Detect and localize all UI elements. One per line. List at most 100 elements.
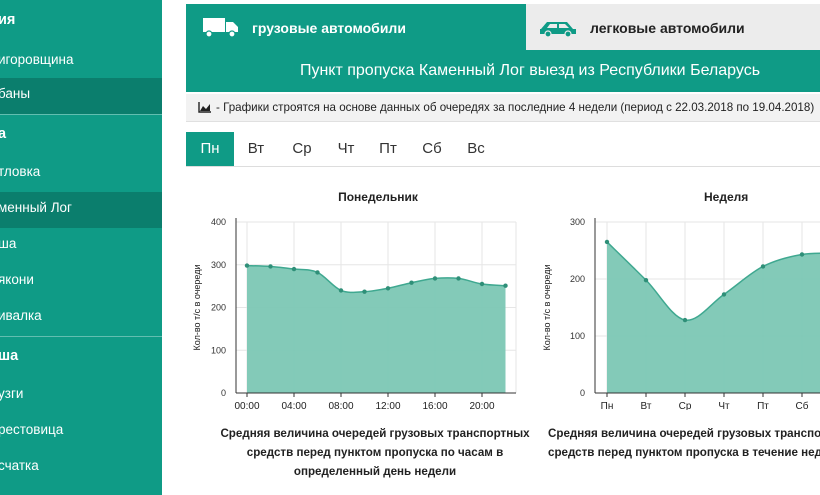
sidebar: ия игоровщина баны а тловка менный Лог ша якони… xyxy=(0,0,162,495)
sidebar-item-label: тловка xyxy=(0,164,41,179)
chart-2-x-tick-label: Ср xyxy=(679,401,692,410)
sidebar-item[interactable]: узги xyxy=(0,378,162,412)
area-chart-icon xyxy=(198,102,211,113)
chart-1-data-point xyxy=(291,266,297,272)
chart-1-y-tick-label: 400 xyxy=(211,217,226,227)
chart-1-x-tick-label: 20:00 xyxy=(469,401,494,410)
day-tab[interactable]: Пн xyxy=(186,132,234,166)
chart-1-y-tick-label: 300 xyxy=(211,260,226,270)
chart-2-x-tick-label: Пт xyxy=(757,401,769,410)
day-tab[interactable]: Чт xyxy=(337,140,355,157)
chart-2-x-tick-label: Чт xyxy=(718,401,730,410)
chart-2-y-axis-label: Кол-во т/с в очереди xyxy=(542,265,552,351)
chart-2-y-tick-label: 100 xyxy=(570,331,585,341)
sidebar-item[interactable]: счатка xyxy=(0,450,162,484)
sidebar-item-label: ия xyxy=(0,12,16,28)
sidebar-item[interactable]: ивалка xyxy=(0,300,162,334)
sidebar-item-label: узги xyxy=(0,386,24,401)
day-tabs-divider xyxy=(186,166,820,167)
chart-1-data-point xyxy=(362,289,367,294)
chart-2-x-tick-label: Пн xyxy=(601,401,614,410)
chart-2-y-tick-label: 300 xyxy=(570,217,585,227)
sidebar-divider xyxy=(0,336,162,337)
chart-1-y-tick-label: 0 xyxy=(221,388,226,398)
chart-2-data-point xyxy=(760,264,766,269)
chart-2-x-tick-label: Сб xyxy=(796,400,809,410)
chart-monday-hourly: 0 100 200 300 400 00:00 04:00 08:00 12:00 16:00 20… xyxy=(192,217,517,410)
chart-1-x-tick-label: 08:00 xyxy=(328,401,353,410)
sidebar-item[interactable]: менный Лог xyxy=(0,192,162,228)
chart-2-area xyxy=(607,241,820,393)
day-tab[interactable]: Вс xyxy=(467,140,485,157)
sidebar-item-label: ша xyxy=(0,348,19,364)
tab-cars-label: легковые автомобили xyxy=(590,20,745,36)
chart-2-caption: Средняя величина очередей грузовых транс… xyxy=(548,424,820,462)
data-period-note: - Графики строятся на основе данных об о… xyxy=(186,94,820,122)
day-tab[interactable]: Ср xyxy=(292,140,312,157)
sidebar-item-label: баны xyxy=(0,86,31,101)
sidebar-item-label: менный Лог xyxy=(0,200,72,215)
chart-1-x-tick-label: 12:00 xyxy=(375,401,400,410)
chart-1-data-point xyxy=(244,263,250,268)
chart-2-data-point xyxy=(682,317,688,323)
chart-1-data-point xyxy=(315,270,320,275)
chart-1-title: Понедельник xyxy=(338,190,418,204)
chart-1-data-point xyxy=(503,283,508,288)
note-text: - Графики строятся на основе данных об о… xyxy=(216,101,815,114)
page-title: Пункт пропуска Каменный Лог выезд из Рес… xyxy=(186,50,820,92)
day-tab[interactable]: Вт xyxy=(247,140,265,157)
chart-2-data-point xyxy=(721,292,727,297)
sidebar-item[interactable]: игоровщина xyxy=(0,44,162,78)
sidebar-item-label: ша xyxy=(0,236,17,251)
chart-1-data-point xyxy=(432,276,438,281)
chart-2-y-tick-label: 0 xyxy=(580,388,585,398)
chart-2-data-point xyxy=(799,252,805,257)
sidebar-item[interactable]: якони xyxy=(0,264,162,298)
chart-1-data-point xyxy=(338,288,344,293)
sidebar-item-label: игоровщина xyxy=(0,52,74,67)
sidebar-item-label: ивалка xyxy=(0,308,42,323)
chart-1-caption-line: Средняя величина очередей грузовых транс… xyxy=(220,427,530,440)
sidebar-item[interactable]: баны xyxy=(0,78,162,114)
chart-2-title: Неделя xyxy=(704,190,749,204)
chart-1-y-tick-label: 100 xyxy=(211,345,226,355)
sidebar-item[interactable]: ша xyxy=(0,228,162,262)
chart-weekly: 0 100 200 300 Пн Вт Ср Чт Пт Сб Кол-во т/с в очере… xyxy=(542,217,820,410)
chart-1-caption: Средняя величина очередей грузовых транс… xyxy=(210,424,540,481)
day-tab[interactable]: Пт xyxy=(379,140,397,157)
sidebar-item-label: якони xyxy=(0,272,34,287)
sidebar-group-heading: ша xyxy=(0,340,162,374)
chart-1-area xyxy=(247,265,506,393)
sidebar-group-heading: ия xyxy=(0,4,162,38)
sidebar-item-label: счатка xyxy=(0,458,39,473)
chart-1-data-point xyxy=(479,281,485,287)
chart-2-x-tick-label: Вт xyxy=(641,401,652,410)
chart-2-data-point xyxy=(604,239,610,245)
sidebar-item[interactable]: рестовица xyxy=(0,414,162,448)
chart-1-data-point xyxy=(409,280,414,285)
sidebar-group-heading: а xyxy=(0,118,162,152)
chart-2-y-tick-label: 200 xyxy=(570,274,585,284)
day-tab[interactable]: Сб xyxy=(422,140,442,157)
chart-2-caption-line: Средняя величина очередей грузовых транс… xyxy=(548,427,820,440)
sidebar-divider xyxy=(0,114,162,115)
chart-1-y-axis-label: Кол-во т/с в очереди xyxy=(192,265,202,351)
chart-1-caption-line: определенный день недели xyxy=(293,465,457,478)
chart-1-caption-line: средств перед пунктом пропуска по часам … xyxy=(246,446,504,459)
chart-1-y-tick-label: 200 xyxy=(211,303,226,313)
chart-1-data-point xyxy=(268,264,273,269)
chart-1-data-point xyxy=(456,276,461,281)
chart-1-x-tick-label: 00:00 xyxy=(234,401,259,410)
tab-passenger-cars[interactable]: легковые автомобили xyxy=(526,4,820,50)
car-icon xyxy=(540,22,576,38)
sidebar-item[interactable]: тловка xyxy=(0,156,162,190)
chart-1-x-tick-label: 04:00 xyxy=(281,401,306,410)
sidebar-item-label: рестовица xyxy=(0,422,64,437)
chart-2-caption-line: средств перед пунктом пропуска в течение… xyxy=(548,446,820,459)
chart-1-x-tick-label: 16:00 xyxy=(422,401,447,410)
chart-2-data-point xyxy=(643,277,649,283)
sidebar-item-label: а xyxy=(0,126,7,142)
chart-1-data-point xyxy=(385,286,391,291)
tab-cargo-vehicles[interactable]: грузовые автомобили xyxy=(186,4,526,50)
